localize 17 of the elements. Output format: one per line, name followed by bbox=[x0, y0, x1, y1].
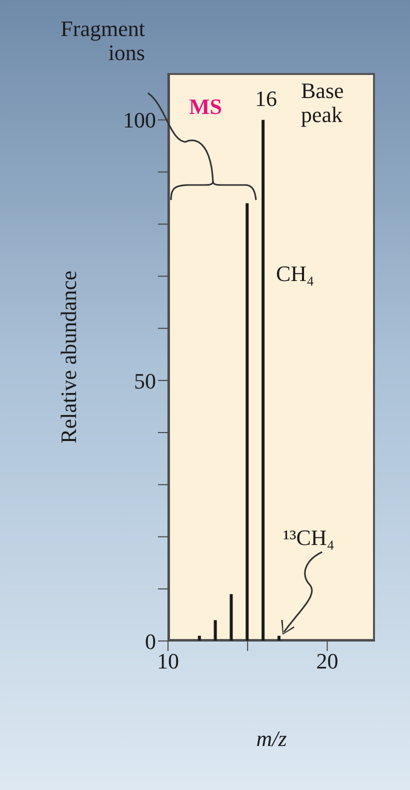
annotation: MS bbox=[189, 94, 222, 119]
annotation: CH₄ bbox=[276, 261, 314, 286]
y-tick-label: 50 bbox=[134, 368, 156, 394]
text: Fragment ions bbox=[60, 16, 145, 65]
x-axis-title: m/z bbox=[256, 726, 288, 751]
bar bbox=[262, 120, 265, 641]
bar bbox=[230, 594, 233, 641]
x-tick-label: 10 bbox=[157, 648, 179, 674]
y-axis-title: Relative abundance bbox=[56, 270, 81, 444]
annotation: Base peak bbox=[301, 78, 344, 127]
x-tick-label: 20 bbox=[316, 648, 338, 674]
y-tick-label: 0 bbox=[145, 628, 156, 654]
annotation: ¹³CH₄ bbox=[283, 525, 334, 550]
annotation: 16 bbox=[255, 86, 277, 111]
y-tick-label: 100 bbox=[123, 108, 156, 133]
bar bbox=[246, 203, 249, 641]
bar bbox=[214, 620, 217, 641]
